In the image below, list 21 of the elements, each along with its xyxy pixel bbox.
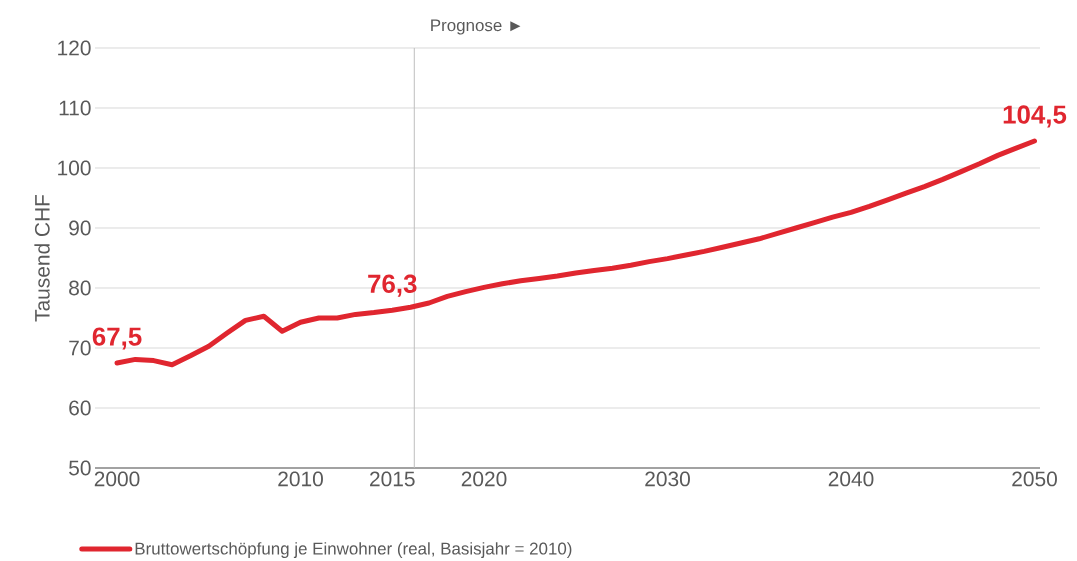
legend-label: Bruttowertschöpfung je Einwohner (real, Basisjahr = 2010)	[135, 542, 572, 558]
x-tick-label: 2040	[828, 471, 874, 487]
x-tick-label: 2020	[461, 471, 507, 487]
y-tick-label: 110	[59, 100, 91, 116]
y-tick-label: 60	[69, 400, 91, 416]
x-tick-label: 2010	[278, 471, 323, 487]
y-tick-label: 90	[69, 220, 91, 236]
x-tick-label: 2050	[1012, 471, 1057, 487]
annotation: 76,3	[368, 274, 417, 297]
y-tick-label: 100	[58, 160, 91, 176]
annotation: 104,5	[1003, 105, 1067, 128]
x-tick-label: 2000	[94, 471, 140, 487]
annotation: 67,5	[92, 327, 142, 350]
x-tick-label: 2030	[645, 471, 690, 487]
x-tick-label: 2015	[370, 471, 415, 487]
y-tick-label: 120	[58, 40, 91, 56]
y-tick-label: 70	[69, 340, 91, 356]
y-tick-label: 50	[69, 460, 91, 476]
y-axis-title: Tausend CHF	[34, 194, 50, 322]
y-tick-label: 80	[69, 280, 91, 296]
ref-line-label: Prognose ►	[431, 19, 521, 35]
